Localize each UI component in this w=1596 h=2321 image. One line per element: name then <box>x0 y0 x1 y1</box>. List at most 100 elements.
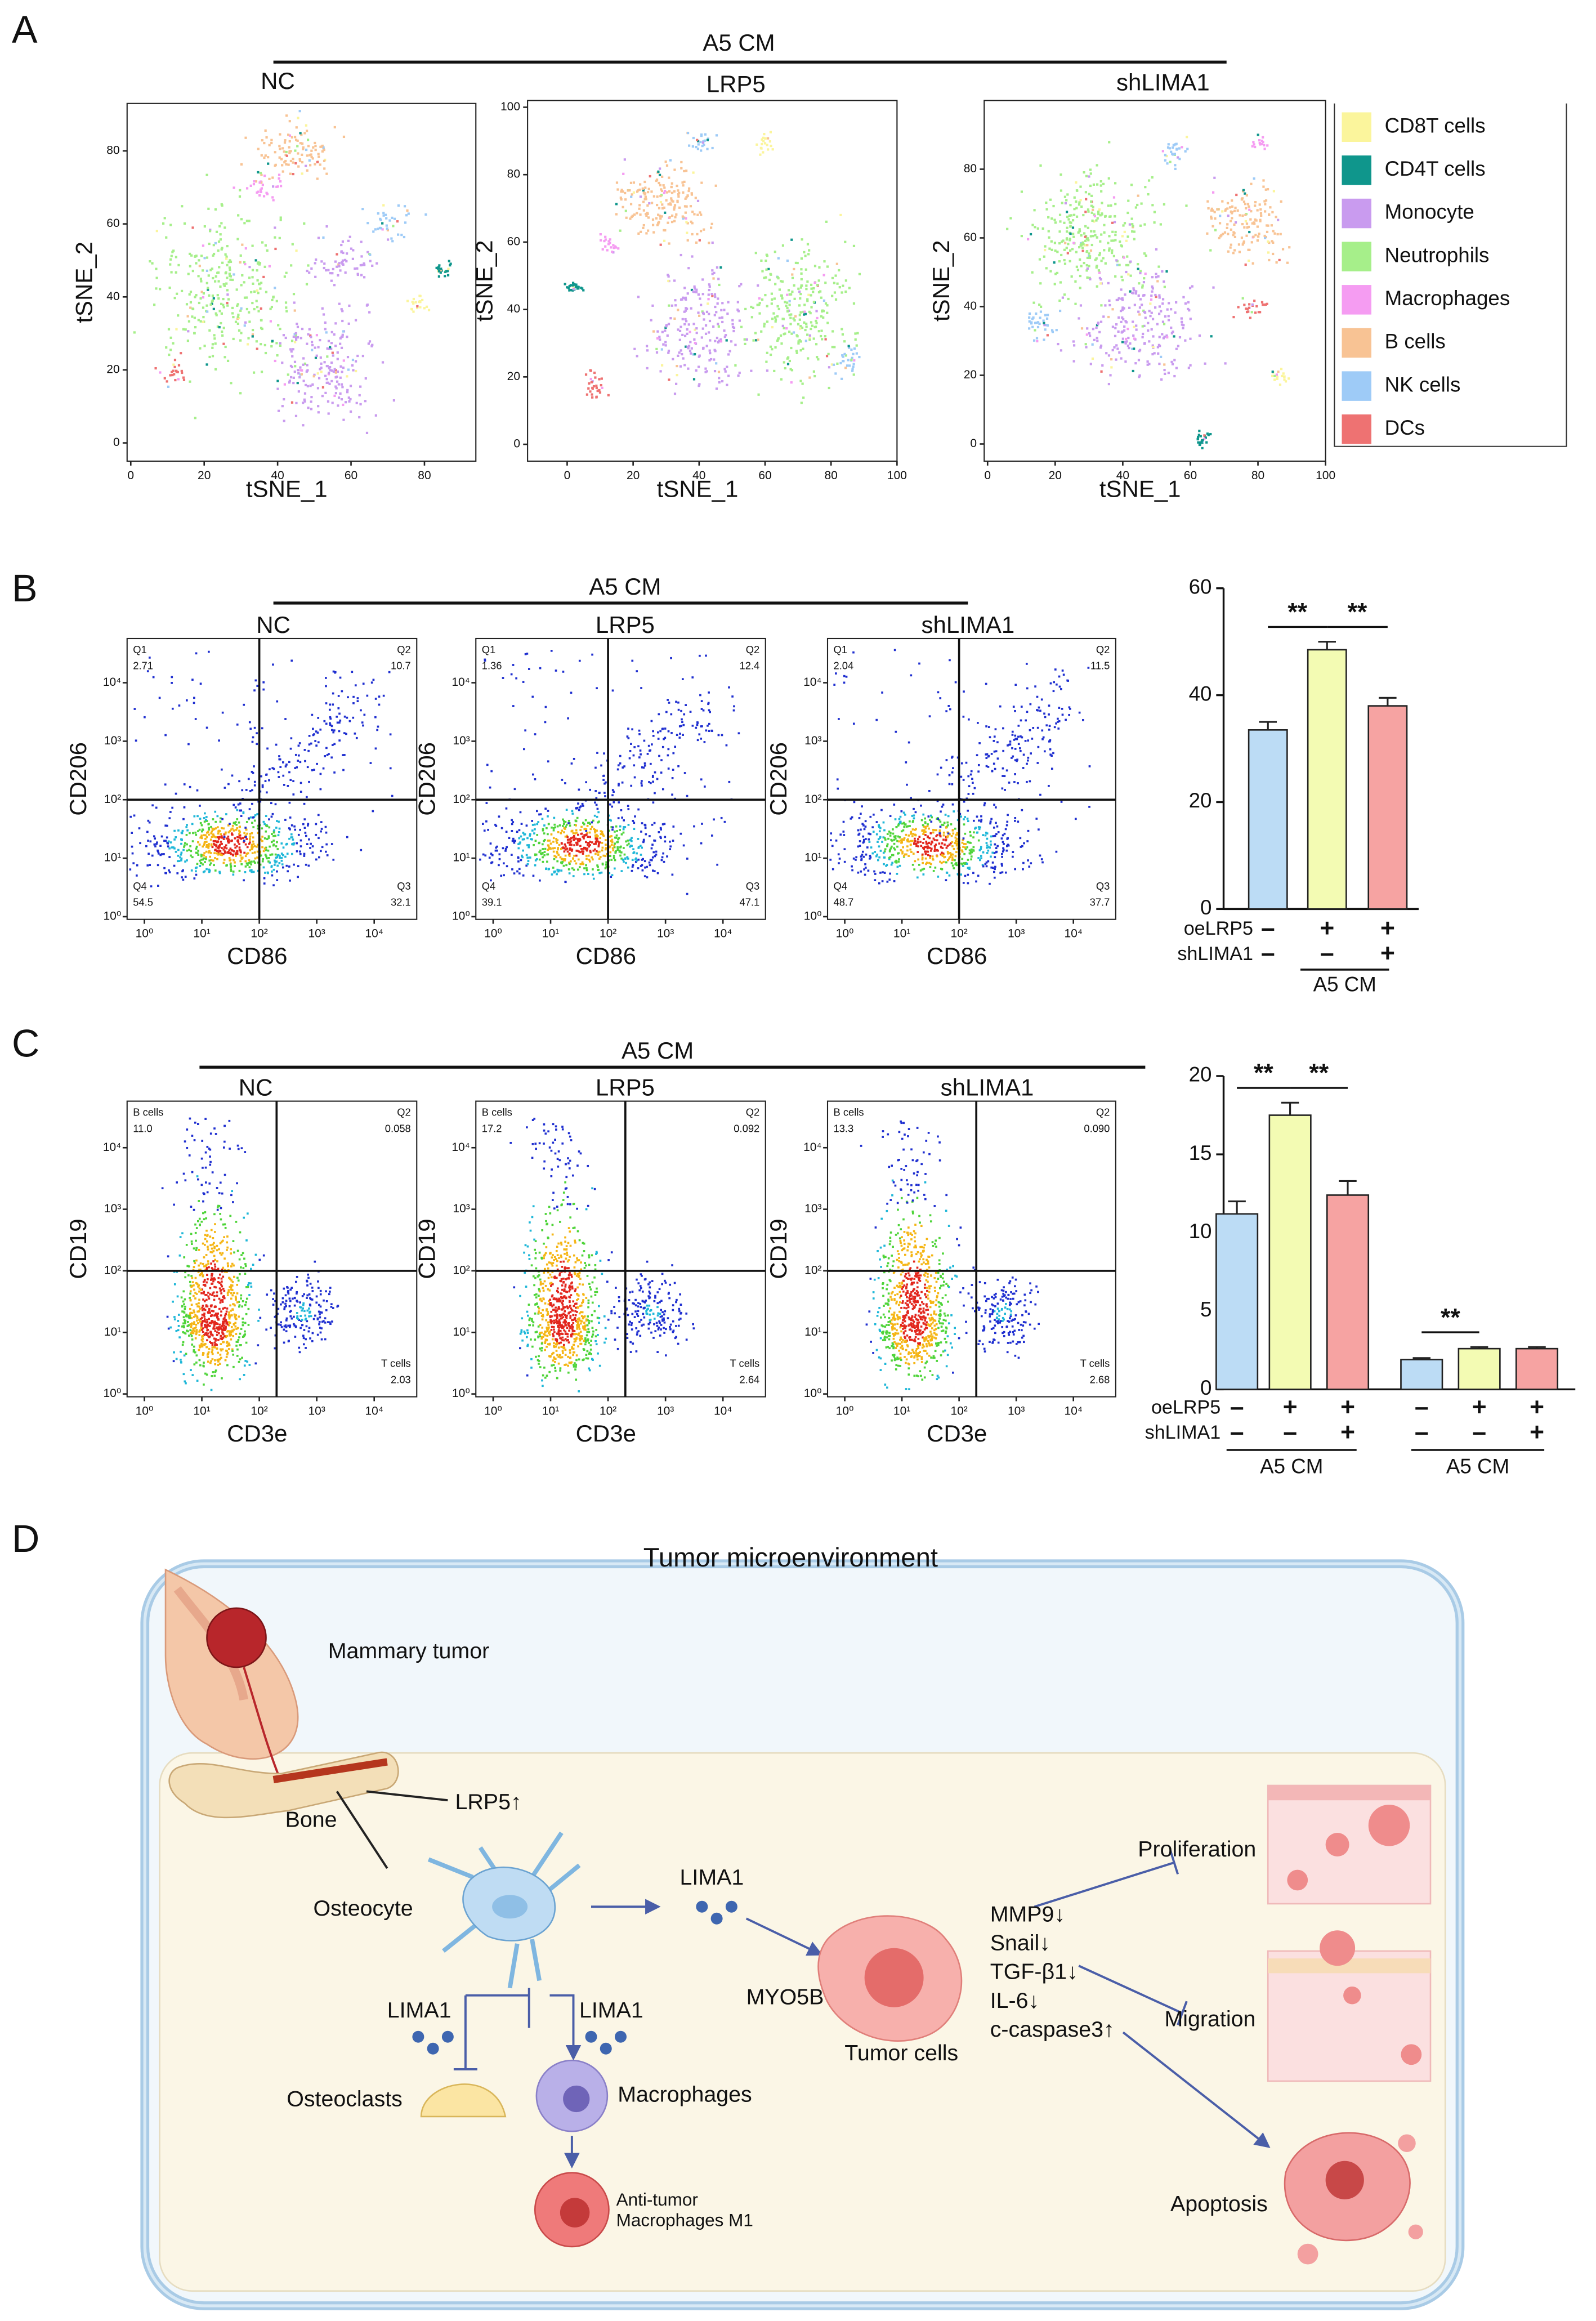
event-dot <box>680 725 683 727</box>
event-dot <box>511 819 513 822</box>
y-axis-label: tSNE_2 <box>70 242 97 323</box>
cell-dot <box>1117 316 1120 319</box>
event-dot <box>133 814 136 817</box>
cell-dot <box>346 375 348 378</box>
cell-dot <box>1086 327 1089 330</box>
cell-dot <box>803 321 806 324</box>
event-dot <box>542 852 544 854</box>
event-dot <box>728 686 730 689</box>
event-dot <box>868 841 871 843</box>
cell-dot <box>314 141 316 145</box>
event-dot <box>205 843 208 846</box>
cell-dot <box>1035 312 1038 315</box>
event-dot <box>276 854 279 856</box>
cell-dot <box>314 356 318 359</box>
cell-dot <box>637 189 640 192</box>
event-dot <box>643 762 646 765</box>
cell-dot <box>1276 377 1278 380</box>
event-dot <box>261 846 263 849</box>
cell-dot <box>1078 317 1080 320</box>
cell-dot <box>690 288 694 292</box>
cell-dot <box>1128 306 1131 309</box>
cell-dot <box>340 346 343 349</box>
cell-dot <box>446 274 450 276</box>
cell-dot <box>1198 443 1201 447</box>
cell-dot <box>1233 232 1236 235</box>
cell-dot <box>1121 309 1124 311</box>
cell-dot <box>1245 234 1248 237</box>
cell-dot <box>176 371 179 373</box>
event-dot <box>542 856 544 859</box>
cell-dot <box>822 316 825 319</box>
cell-dot <box>1098 253 1101 257</box>
cell-dot <box>838 269 841 272</box>
event-dot <box>289 747 292 750</box>
event-dot <box>588 842 590 845</box>
event-dot <box>276 870 278 873</box>
event-dot <box>191 856 194 859</box>
event-dot <box>565 809 568 811</box>
cell-dot <box>406 209 409 212</box>
cell-dot <box>344 271 347 274</box>
y-tick-label: 10⁴ <box>103 676 121 689</box>
event-dot <box>871 826 874 829</box>
cell-dot <box>1263 148 1266 150</box>
event-dot <box>611 838 614 841</box>
cell-dot <box>1210 335 1213 338</box>
cell-dot <box>268 144 271 146</box>
cell-dot <box>176 292 178 295</box>
event-dot <box>272 844 275 847</box>
cell-dot <box>334 385 337 388</box>
cell-dot <box>275 185 278 188</box>
cell-dot <box>1110 239 1113 242</box>
cell-dot <box>1133 325 1135 328</box>
cell-dot <box>788 359 792 363</box>
cell-dot <box>1157 265 1160 268</box>
cell-dot <box>252 371 256 374</box>
event-dot <box>940 846 942 849</box>
cell-dot <box>1085 251 1088 253</box>
event-dot <box>253 845 256 847</box>
event-dot <box>864 863 866 865</box>
cell-dot <box>418 300 421 303</box>
event-dot <box>616 847 619 850</box>
cell-dot <box>679 253 682 257</box>
event-dot <box>622 858 624 861</box>
event-dot <box>193 815 196 818</box>
event-dot <box>529 833 531 836</box>
event-dot <box>921 856 924 859</box>
cell-dot <box>1089 184 1092 188</box>
event-dot <box>581 861 584 864</box>
event-dot <box>534 823 536 826</box>
event-dot <box>382 694 385 697</box>
cell-dot <box>1129 260 1132 263</box>
cell-dot <box>180 289 184 292</box>
event-dot <box>851 865 853 868</box>
cell-dot <box>1211 209 1214 212</box>
cell-dot <box>1185 204 1188 207</box>
event-dot <box>632 864 634 867</box>
cell-dot <box>208 355 211 359</box>
event-dot <box>236 827 239 829</box>
event-dot <box>924 827 927 829</box>
cell-dot <box>317 411 320 414</box>
cell-dot <box>676 200 679 203</box>
cell-dot <box>701 310 704 313</box>
event-dot <box>214 810 217 813</box>
event-dot <box>498 864 500 867</box>
cell-dot <box>790 369 794 372</box>
cell-dot <box>760 259 763 262</box>
event-dot <box>297 754 300 757</box>
event-dot <box>296 766 298 769</box>
cell-dot <box>1088 256 1092 260</box>
cell-dot <box>704 324 708 327</box>
cell-dot <box>285 271 288 274</box>
cell-dot <box>1273 378 1276 381</box>
cell-dot <box>321 395 324 398</box>
event-dot <box>221 711 224 714</box>
event-dot <box>671 777 674 779</box>
event-dot <box>990 866 993 869</box>
cell-dot <box>309 164 312 167</box>
event-dot <box>181 829 184 832</box>
cell-dot <box>852 363 855 365</box>
